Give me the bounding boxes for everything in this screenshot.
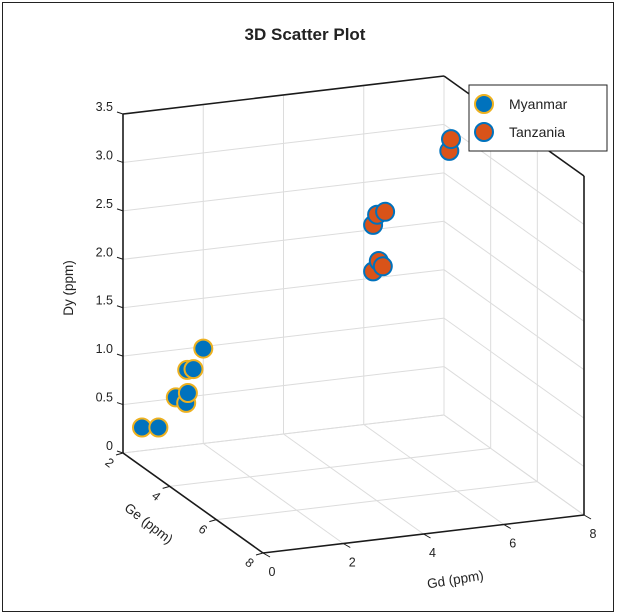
z-tick-label: 3.5 [96,100,113,114]
z-tick-label: 1.5 [96,294,113,308]
grid-side-z [443,269,585,371]
y-tick-label: 2 [102,455,116,470]
data-point-myanmar [148,417,169,438]
z-tick-mark [116,159,124,163]
grid-floor-x [283,433,424,535]
grid-floor-y [216,481,538,521]
data-point-myanmar [177,383,198,403]
y-axis-line [122,452,264,554]
y-axis-label: Ge (ppm) [122,500,176,547]
x-tick-label: 6 [509,537,516,551]
z-tick-mark [116,111,124,115]
data-point-myanmar [132,417,152,438]
grid-side-z [443,414,585,516]
grid-side-z [443,317,585,419]
z-tick-mark [116,256,124,260]
x-tick-label: 0 [269,565,276,579]
grid-side-z [443,220,585,322]
grid-floor-x [363,424,505,525]
grid-back-z [122,220,445,260]
y-tick-label: 6 [196,522,210,537]
x-tick-label: 4 [429,546,436,560]
data-points [132,129,461,438]
y-tick-mark [255,552,264,556]
box-edge-top-back [122,75,445,115]
z-tick-mark [116,353,124,357]
z-tick-label: 1.0 [96,342,113,356]
z-tick-label: 0.5 [96,391,113,405]
y-tick-mark [209,519,217,523]
data-point-myanmar [193,338,214,359]
data-point-tanzania [372,256,393,277]
legend-label-myanmar: Myanmar [509,96,568,112]
z-tick-label: 2.0 [96,245,113,259]
grid-side-z [443,124,585,225]
x-tick-mark [583,514,592,520]
legend: Myanmar Tanzania [468,84,608,152]
y-tick-label: 8 [242,555,256,570]
legend-marker-myanmar [474,94,494,114]
legend-marker-tanzania [474,122,494,142]
x-axis-label: Gd (ppm) [426,568,485,592]
grid-side-z [443,366,585,467]
y-tick-label: 4 [149,489,163,504]
grid-back-z [122,414,445,454]
x-tick-mark [262,552,271,558]
z-tick-label: 2.5 [96,197,113,211]
z-tick-label: 3.0 [96,148,113,162]
grid-back-z [122,269,445,309]
data-point-tanzania [375,201,396,222]
y-tick-mark [162,485,170,489]
grid-side-z [443,172,585,274]
grid-back-z [122,123,445,163]
x-tick-mark [343,543,351,548]
chart-title: 3D Scatter Plot [245,25,366,44]
data-point-tanzania [441,129,461,150]
grid-floor-x [202,443,344,544]
z-tick-label: 0 [106,439,113,453]
grid-back-z [122,317,445,357]
data-point-myanmar [183,359,204,380]
z-axis-label: Dy (ppm) [61,260,76,316]
grid-floor-y [169,447,491,487]
z-tick-mark [116,208,124,212]
x-tick-mark [503,524,511,529]
grid-back-z [122,172,445,212]
y-tick-mark [115,452,124,456]
x-tick-mark [423,533,431,539]
z-tick-mark [116,450,124,454]
z-tick-mark [116,305,124,309]
x-tick-label: 8 [590,527,597,541]
legend-label-tanzania: Tanzania [509,124,565,140]
legend-box [468,84,608,152]
x-tick-label: 2 [349,556,356,570]
z-tick-mark [116,402,124,406]
